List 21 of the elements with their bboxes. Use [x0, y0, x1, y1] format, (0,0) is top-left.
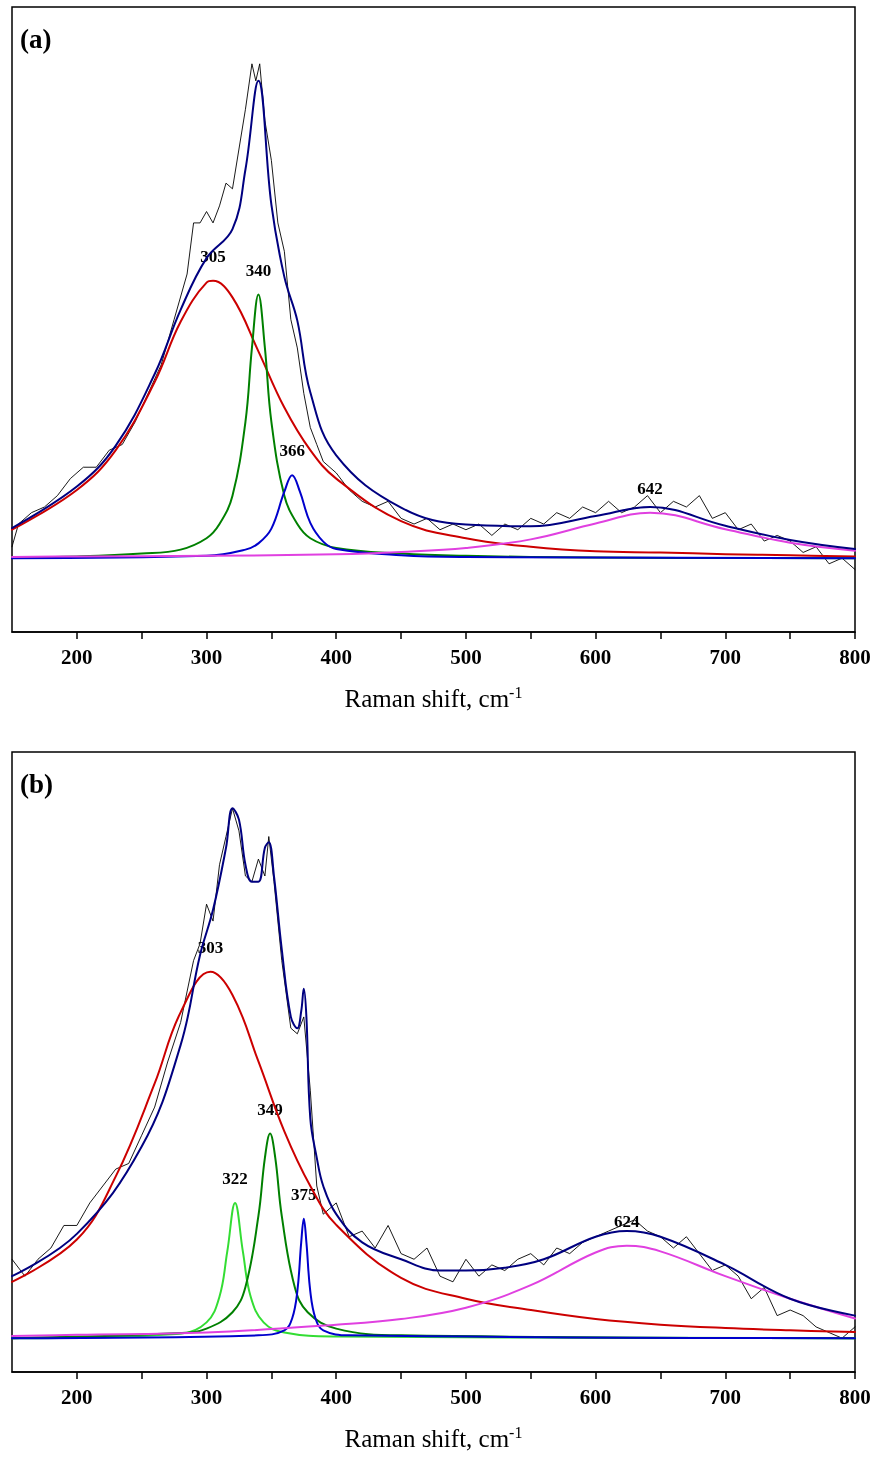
x-tick-label: 500: [450, 644, 482, 669]
annotation: 642: [637, 478, 663, 498]
x-tick-label: 400: [320, 1384, 352, 1409]
x-tick-label: 400: [320, 644, 352, 669]
x-tick-label: 200: [61, 1384, 93, 1409]
x-tick-label: 800: [839, 644, 871, 669]
x-tick-label: 600: [579, 644, 612, 669]
x-tick-label: 300: [190, 1384, 223, 1409]
annotation: 366: [279, 441, 305, 461]
annotation: 322: [222, 1168, 248, 1188]
x-tick-label: 800: [839, 1384, 871, 1409]
x-tick-label: 500: [450, 1384, 482, 1409]
x-tick-label: 600: [579, 1384, 612, 1409]
x-tick-label: 700: [709, 644, 742, 669]
x-tick-label: 200: [61, 644, 93, 669]
annotation: 375: [291, 1184, 317, 1204]
annotation: 340: [245, 260, 272, 280]
x-tick-label: 700: [709, 1384, 742, 1409]
text: (a): [20, 23, 52, 54]
text: (b): [20, 768, 53, 799]
x-tick-label: 300: [190, 644, 223, 669]
